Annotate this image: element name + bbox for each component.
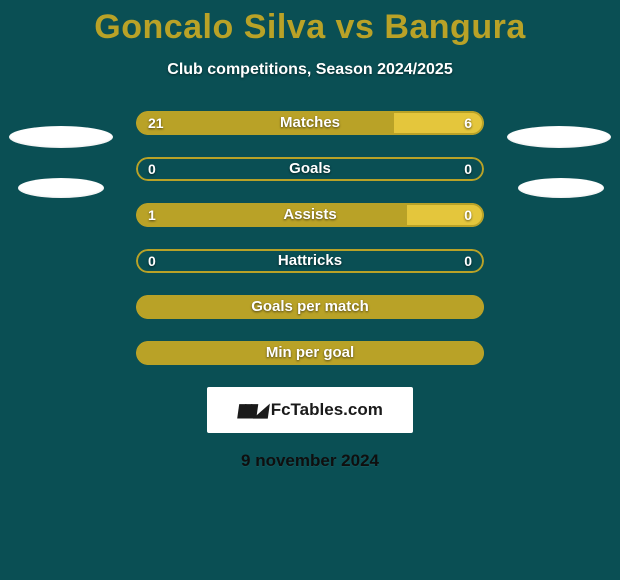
stat-value-left: 0 (148, 157, 156, 181)
stat-row-hattricks: Hattricks0 0 (136, 249, 484, 273)
silhouette-body (518, 178, 604, 198)
stat-label: Hattricks (136, 249, 484, 273)
stat-label: Goals (136, 157, 484, 181)
logo-box: ▮▮▮◢ FcTables.com (207, 387, 413, 433)
stat-value-left: 1 (148, 203, 156, 227)
chart-icon: ▮▮▮◢ (236, 400, 267, 421)
stat-row-assists: Assists1 0 (136, 203, 484, 227)
silhouette-body (18, 178, 104, 198)
player-left-placeholder (6, 120, 116, 230)
stat-label: Goals per match (136, 295, 484, 319)
stat-label: Min per goal (136, 341, 484, 365)
stat-row-matches: Matches21 6 (136, 111, 484, 135)
snapshot-date: 9 november 2024 (0, 451, 620, 471)
silhouette-head (507, 126, 611, 148)
stat-value-right: 0 (464, 249, 472, 273)
player-right-placeholder (504, 120, 614, 230)
page-title: Goncalo Silva vs Bangura (0, 0, 620, 47)
comparison-card: Goncalo Silva vs Bangura Club competitio… (0, 0, 620, 580)
stat-row-goals: Goals0 0 (136, 157, 484, 181)
stat-value-left: 0 (148, 249, 156, 273)
stat-value-right: 0 (464, 157, 472, 181)
subtitle: Club competitions, Season 2024/2025 (0, 61, 620, 79)
stat-label: Assists (136, 203, 484, 227)
stat-value-left: 21 (148, 111, 164, 135)
stat-row-gpm: Goals per match (136, 295, 484, 319)
stat-row-mpg: Min per goal (136, 341, 484, 365)
stat-label: Matches (136, 111, 484, 135)
silhouette-head (9, 126, 113, 148)
logo-text: FcTables.com (271, 400, 383, 420)
stats-bars: Matches216Goals00Assists10Hattricks00Goa… (136, 111, 484, 365)
stat-value-right: 0 (464, 203, 472, 227)
stat-value-right: 6 (464, 111, 472, 135)
